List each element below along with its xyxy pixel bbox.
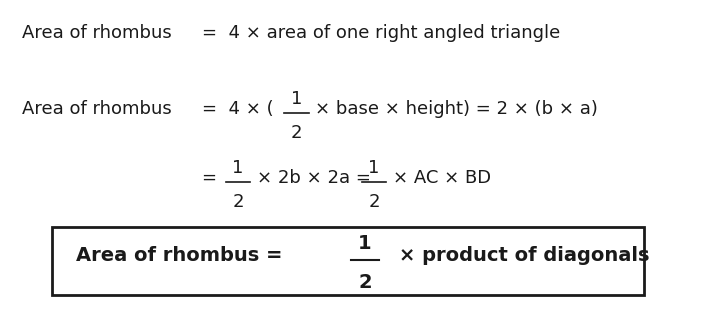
Text: × product of diagonals: × product of diagonals [399, 246, 650, 265]
Text: × AC × BD: × AC × BD [393, 169, 491, 187]
Text: × base × height) = 2 × (b × a): × base × height) = 2 × (b × a) [316, 100, 598, 117]
Text: Area of rhombus: Area of rhombus [22, 100, 172, 117]
Text: 1: 1 [232, 159, 244, 177]
Text: Area of rhombus =: Area of rhombus = [76, 246, 289, 265]
Text: 2: 2 [358, 273, 372, 292]
Text: 1: 1 [358, 234, 372, 253]
Text: × 2b × 2a =: × 2b × 2a = [257, 169, 376, 187]
Text: 2: 2 [291, 124, 302, 142]
Text: 1: 1 [369, 159, 380, 177]
Text: =: = [202, 169, 222, 187]
Text: Area of rhombus: Area of rhombus [22, 24, 172, 42]
Text: 1: 1 [291, 90, 302, 108]
Text: 2: 2 [232, 193, 244, 211]
Text: 2: 2 [368, 193, 380, 211]
Text: =  4 × (: = 4 × ( [202, 100, 273, 117]
FancyBboxPatch shape [52, 227, 644, 295]
Text: =  4 × area of one right angled triangle: = 4 × area of one right angled triangle [202, 24, 560, 42]
